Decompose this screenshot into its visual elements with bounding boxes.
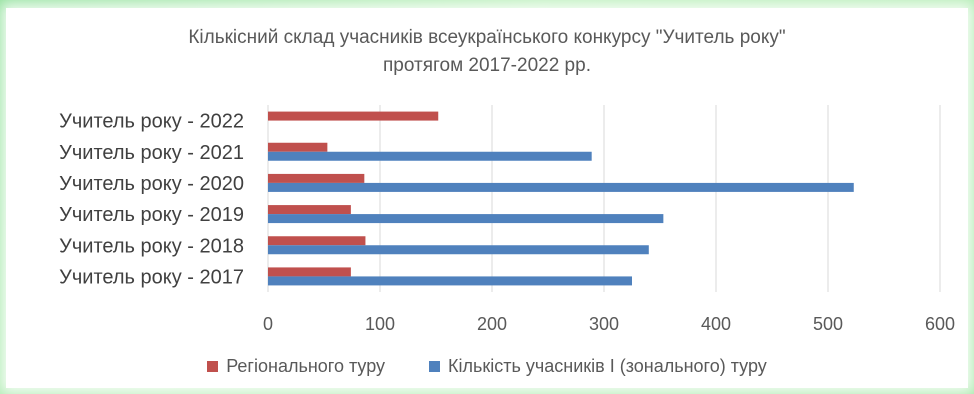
chart-title-line-2: протягом 2017-2022 рр.	[383, 55, 591, 76]
bar-regional-5	[268, 111, 439, 121]
legend-label-zonal: Кількість учасників І (зонального) туру	[448, 356, 767, 376]
chart-legend: Регіонального туру Кількість учасників І…	[0, 356, 974, 377]
category-label-0: Учитель року - 2017	[59, 266, 244, 288]
legend-item-zonal: Кількість учасників І (зонального) туру	[429, 356, 767, 377]
bar-zonal-2	[268, 214, 664, 224]
category-label-4: Учитель року - 2021	[59, 142, 244, 164]
bar-zonal-3	[268, 182, 854, 192]
legend-swatch-zonal	[429, 361, 441, 372]
chart-frame	[6, 8, 968, 388]
x-tick-label-500: 500	[813, 314, 843, 334]
x-tick-label-600: 600	[925, 314, 955, 334]
category-label-1: Учитель року - 2018	[59, 235, 244, 257]
bar-regional-2	[268, 205, 351, 215]
x-tick-label-0: 0	[263, 314, 273, 334]
bar-regional-0	[268, 267, 351, 277]
bar-zonal-1	[268, 245, 649, 255]
category-label-2: Учитель року - 2019	[59, 204, 244, 226]
legend-item-regional: Регіонального туру	[207, 356, 385, 377]
chart-title-line-1: Кількісний склад учасників всеукраїнсько…	[188, 27, 786, 48]
legend-swatch-regional	[207, 361, 219, 372]
legend-label-regional: Регіонального туру	[226, 356, 386, 376]
category-label-3: Учитель року - 2020	[59, 173, 244, 195]
chart-title: Кількісний склад учасників всеукраїнсько…	[0, 24, 974, 80]
bar-regional-1	[268, 236, 366, 246]
bar-zonal-4	[268, 151, 592, 161]
bar-regional-4	[268, 142, 328, 152]
bar-zonal-0	[268, 276, 632, 286]
category-label-5: Учитель року - 2022	[59, 111, 244, 133]
bar-regional-3	[268, 173, 365, 183]
x-tick-label-300: 300	[589, 314, 619, 334]
x-tick-label-100: 100	[365, 314, 395, 334]
x-tick-label-400: 400	[701, 314, 731, 334]
x-tick-label-200: 200	[477, 314, 507, 334]
